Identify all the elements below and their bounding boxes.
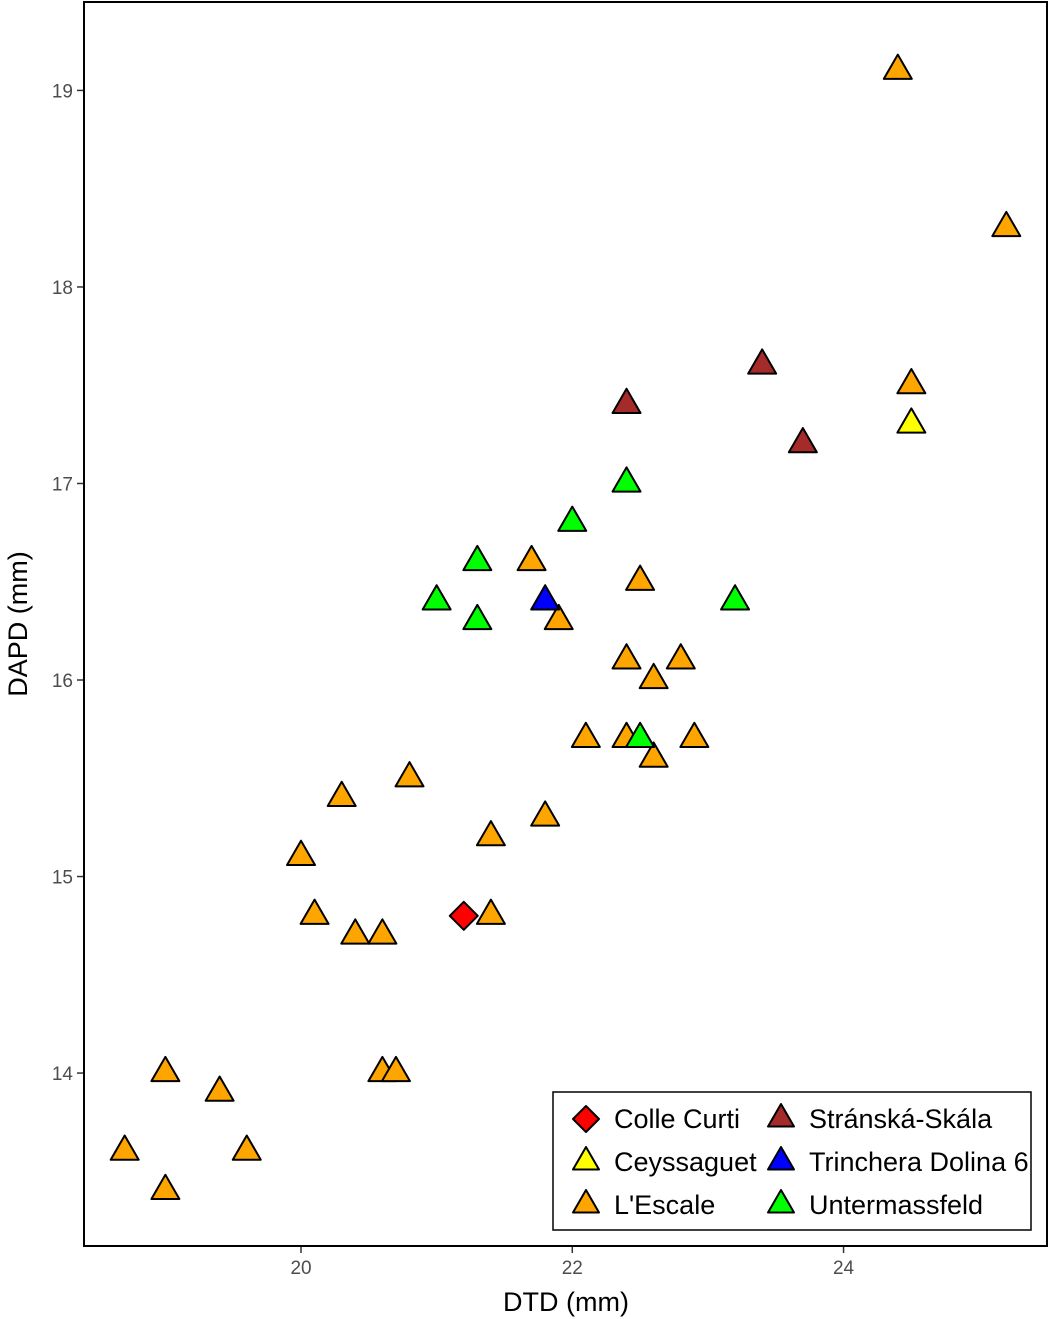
point-stranska-skala [611, 387, 642, 414]
point-untermassfeld [611, 466, 642, 493]
y-tick-label: 19 [52, 81, 73, 102]
point-trinchera-dolina-6 [530, 584, 561, 611]
point-l-escale [530, 800, 561, 827]
x-tick-label: 24 [833, 1258, 855, 1279]
point-l-escale [638, 741, 669, 768]
point-l-escale [286, 839, 317, 866]
point-l-escale [150, 1055, 181, 1083]
legend-label-stranska-skala: Stránská-Skála [809, 1104, 993, 1134]
legend-key-l-escale [572, 1188, 600, 1214]
y-axis-ticks: 14 15 16 17 18 19 [52, 81, 84, 1085]
point-l-escale [150, 1173, 181, 1201]
point-l-escale [475, 898, 506, 925]
legend: Colle Curti Ceyssaguet L'Escale Stránská-Sk… [552, 1091, 1032, 1231]
point-l-escale [475, 820, 506, 847]
point-stranska-skala [747, 348, 778, 375]
y-tick-label: 15 [52, 868, 73, 889]
y-tick-label: 14 [52, 1064, 74, 1085]
y-tick-label: 16 [52, 671, 73, 692]
y-tick-label: 17 [52, 474, 73, 495]
point-l-escale [231, 1134, 262, 1161]
x-axis-ticks: 20 22 24 [290, 1246, 855, 1279]
x-axis-title: DTD (mm) [503, 1287, 629, 1317]
point-l-escale [570, 721, 601, 749]
x-tick-label: 22 [562, 1258, 583, 1279]
point-l-escale [340, 918, 371, 945]
point-l-escale [638, 662, 669, 690]
legend-label-trinchera-dolina-6: Trinchera Dolina 6 [809, 1147, 1029, 1177]
y-axis-title: DAPD (mm) [3, 551, 33, 696]
point-l-escale [326, 780, 357, 808]
point-untermassfeld [421, 584, 452, 611]
point-untermassfeld [462, 544, 493, 572]
plot-border [83, 1, 1048, 1247]
point-l-escale [679, 721, 710, 749]
point-l-escale [611, 643, 642, 670]
x-tick-label: 20 [290, 1258, 311, 1279]
legend-label-untermassfeld: Untermassfeld [809, 1190, 983, 1220]
legend-key-ceyssaguet [572, 1145, 600, 1171]
legend-label-colle-curti: Colle Curti [614, 1104, 740, 1134]
point-untermassfeld [557, 505, 588, 532]
point-untermassfeld [625, 721, 656, 749]
point-l-escale [394, 761, 425, 788]
point-l-escale [625, 564, 656, 591]
point-l-escale [367, 918, 398, 945]
point-l-escale [380, 1055, 411, 1083]
data-points [109, 53, 1022, 1201]
point-untermassfeld [462, 603, 493, 631]
legend-key-untermassfeld [767, 1188, 795, 1214]
point-l-escale [991, 210, 1022, 238]
point-l-escale [665, 643, 696, 670]
point-l-escale [299, 898, 330, 925]
point-stranska-skala [787, 427, 818, 454]
point-colle-curti [448, 900, 479, 931]
point-l-escale [516, 544, 547, 572]
point-l-escale [109, 1134, 140, 1161]
point-ceyssaguet [896, 407, 927, 434]
point-untermassfeld [720, 584, 751, 611]
legend-key-stranska-skala [767, 1102, 795, 1128]
point-l-escale [882, 53, 913, 80]
legend-label-l-escale: L'Escale [614, 1190, 715, 1220]
legend-key-colle-curti [572, 1105, 600, 1133]
legend-label-ceyssaguet: Ceyssaguet [614, 1147, 757, 1177]
legend-box [552, 1091, 1032, 1231]
y-tick-label: 18 [52, 278, 73, 299]
point-l-escale [543, 603, 574, 631]
legend-key-trinchera-dolina-6 [767, 1145, 795, 1171]
point-l-escale [204, 1075, 235, 1102]
point-l-escale [896, 368, 927, 395]
